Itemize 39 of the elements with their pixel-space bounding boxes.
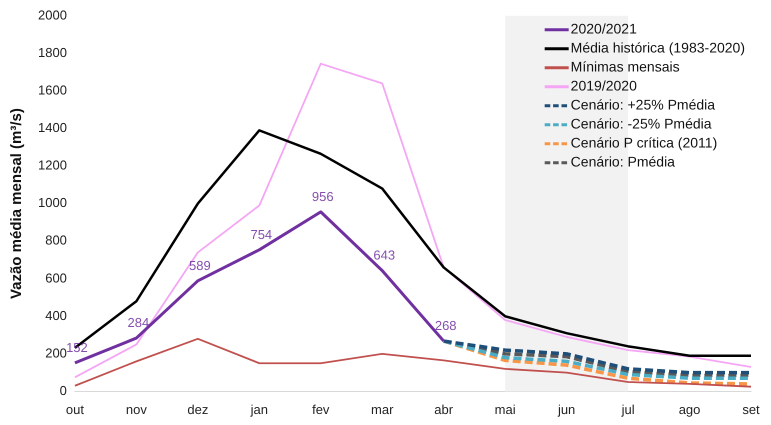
x-tick-label: abr <box>434 402 454 417</box>
x-tick-label: ago <box>678 402 700 417</box>
data-label: 589 <box>188 258 211 273</box>
y-tick-label: 400 <box>45 308 67 323</box>
legend-label: Cenário: Pmédia <box>570 154 676 170</box>
x-tick-label: mar <box>371 402 394 417</box>
legend-label: 2020/2021 <box>570 20 638 37</box>
legend-label: 2019/2020 <box>570 78 638 94</box>
data-label: 754 <box>250 226 272 242</box>
legend-label: Cenário P crítica (2011) <box>570 134 718 151</box>
y-tick-label: 600 <box>45 270 67 286</box>
data-label: 956 <box>312 188 334 204</box>
x-tick-label: jul <box>620 402 635 417</box>
legend-label: Cenário: +25% Pmédia <box>570 96 716 113</box>
data-label: 284 <box>128 315 150 330</box>
legend-label: Mínimas mensais <box>570 58 680 75</box>
data-label: 268 <box>434 318 457 334</box>
y-tick-label: 1400 <box>38 120 67 136</box>
x-tick-label: jun <box>556 402 576 417</box>
x-tick-label: nov <box>126 402 148 417</box>
x-tick-label: out <box>66 402 84 417</box>
x-tick-label: fev <box>312 402 330 417</box>
legend-label: Cenário: -25% Pmédia <box>570 116 712 132</box>
y-tick-label: 1200 <box>38 158 67 173</box>
legend-label: Média histórica (1983-2020) <box>570 40 746 56</box>
y-tick-label: 0 <box>60 382 67 398</box>
y-tick-label: 1000 <box>38 195 67 210</box>
x-tick-label: dez <box>187 402 208 417</box>
data-label: 152 <box>66 340 88 355</box>
data-label: 643 <box>373 248 396 263</box>
x-tick-label: jan <box>250 402 268 417</box>
y-tick-label: 2000 <box>38 7 67 22</box>
x-tick-label: mai <box>494 402 516 417</box>
y-tick-label: 1600 <box>38 82 67 98</box>
x-tick-label: set <box>742 402 760 417</box>
y-tick-label: 200 <box>45 345 67 360</box>
y-tick-label: 1800 <box>38 44 67 60</box>
y-axis-title: Vazão média mensal (m³/s) <box>8 108 26 300</box>
y-tick-label: 800 <box>45 232 67 248</box>
